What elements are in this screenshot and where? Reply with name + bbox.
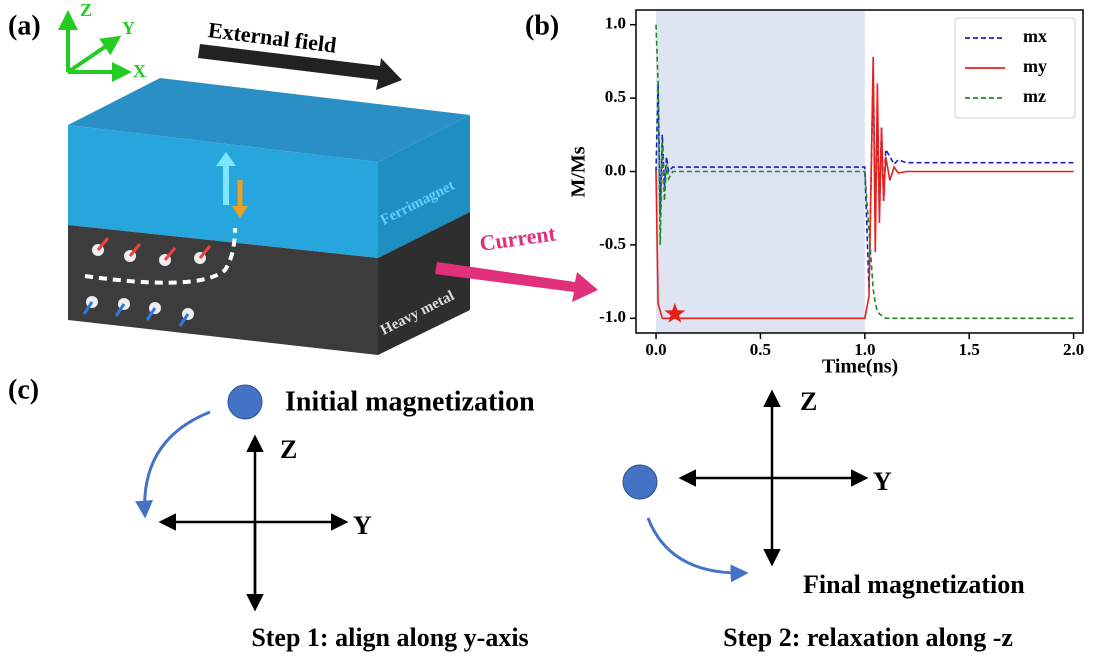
current-label: Current [478, 220, 558, 256]
axis-arrow [68, 38, 118, 72]
rotation-arrow [145, 412, 210, 515]
axis-label: Y [122, 18, 135, 38]
figure: (a) (b) (c) Z Y X External field Ferrima… [0, 0, 1099, 662]
step-caption: Step 1: align along y-axis [251, 623, 528, 652]
x-tick-label: 2.0 [1063, 340, 1084, 359]
rotation-arrow [648, 518, 745, 573]
z-label: Z [280, 435, 297, 464]
panel-label: (b) [525, 10, 559, 41]
step-caption: Step 2: relaxation along -z [723, 623, 1013, 652]
panel-label: (c) [8, 374, 39, 405]
x-tick-label: 1.5 [959, 340, 980, 359]
magnetization-dot [623, 465, 657, 499]
y-axis-label: M/Ms [568, 146, 590, 197]
axis-label: Z [80, 0, 92, 20]
legend-label: mz [1023, 86, 1046, 106]
axis-label: X [133, 61, 146, 81]
z-label: Z [800, 387, 817, 416]
y-label: Y [353, 511, 372, 540]
x-tick-label: 0.0 [645, 340, 666, 359]
magnetization-dot [228, 385, 262, 419]
y-tick-label: -0.5 [599, 234, 626, 253]
y-tick-label: 1.0 [605, 14, 626, 33]
y-label: Y [873, 467, 892, 496]
legend-label: my [1023, 56, 1047, 76]
x-tick-label: 0.5 [750, 340, 771, 359]
panel-a: Z Y X External field Ferrimagnet Heavy m… [68, 0, 598, 355]
final-label: Final magnetization [803, 570, 1025, 599]
x-tick-label: 1.0 [854, 340, 875, 359]
panel-c: Initial magnetization Z Y Step 1: align … [145, 385, 1026, 652]
initial-label: Initial magnetization [285, 386, 535, 417]
panel-label: (a) [8, 10, 41, 41]
y-tick-label: 0.5 [605, 87, 626, 106]
legend-label: mx [1023, 26, 1047, 46]
y-tick-label: -1.0 [599, 307, 626, 326]
y-tick-label: 0.0 [605, 160, 626, 179]
